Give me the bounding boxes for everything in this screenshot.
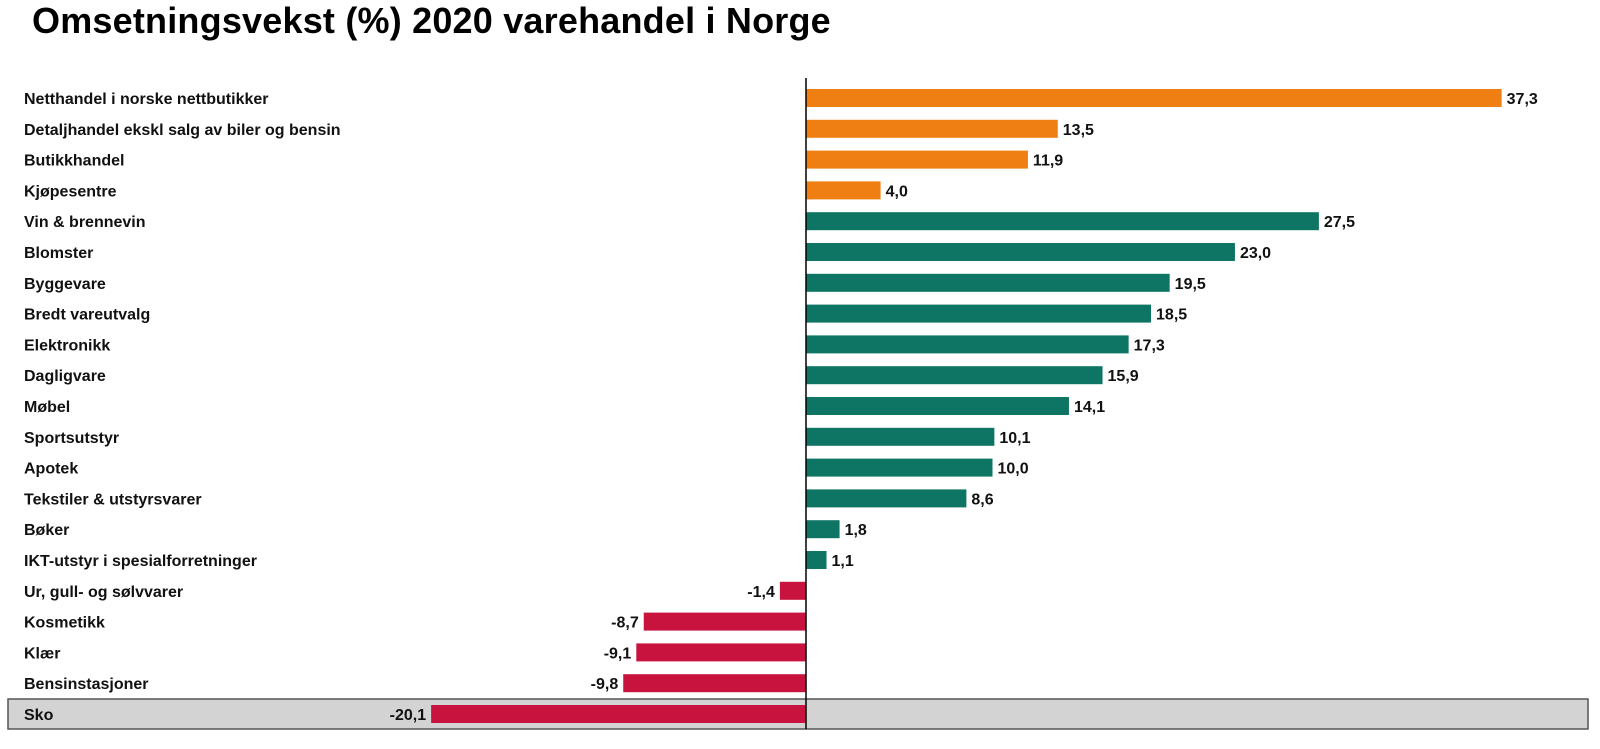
bar bbox=[806, 150, 1028, 169]
category-label: Netthandel i norske nettbutikker bbox=[24, 91, 269, 108]
category-label: Kjøpesentre bbox=[24, 183, 117, 200]
category-label: Sko bbox=[24, 707, 54, 724]
bar bbox=[806, 335, 1129, 354]
bar bbox=[806, 181, 881, 200]
category-label: Apotek bbox=[24, 461, 78, 478]
bar bbox=[806, 304, 1152, 323]
value-label: -1,4 bbox=[747, 584, 775, 601]
bar bbox=[806, 273, 1170, 292]
bar bbox=[806, 427, 995, 446]
value-label: 1,8 bbox=[845, 522, 867, 539]
bar bbox=[806, 212, 1319, 231]
bar bbox=[806, 89, 1502, 107]
value-label: 19,5 bbox=[1175, 276, 1206, 293]
category-label: Bensinstasjoner bbox=[24, 676, 148, 693]
bar bbox=[806, 366, 1103, 385]
bar bbox=[623, 674, 806, 693]
category-label: Vin & brennevin bbox=[24, 214, 146, 231]
category-label: Kosmetikk bbox=[24, 615, 105, 632]
value-label: 10,0 bbox=[998, 461, 1029, 478]
bar bbox=[806, 119, 1058, 138]
value-label: 11,9 bbox=[1033, 153, 1063, 170]
value-label: 37,3 bbox=[1507, 91, 1538, 108]
category-label: Ur, gull- og sølvvarer bbox=[24, 584, 183, 601]
value-label: 13,5 bbox=[1063, 122, 1094, 139]
bar bbox=[643, 612, 806, 631]
category-label: Butikkhandel bbox=[24, 153, 124, 170]
chart-title: Omsetningsvekst (%) 2020 varehandel i No… bbox=[32, 0, 831, 41]
category-label: Sportsutstyr bbox=[24, 430, 119, 447]
value-label: 17,3 bbox=[1134, 337, 1165, 354]
value-label: -8,7 bbox=[611, 615, 639, 632]
value-label: 8,6 bbox=[971, 491, 993, 508]
value-label: 15,9 bbox=[1108, 368, 1139, 385]
bar bbox=[806, 243, 1235, 261]
value-label: 10,1 bbox=[999, 430, 1030, 447]
category-label: Dagligvare bbox=[24, 368, 106, 385]
category-label: Byggevare bbox=[24, 276, 106, 293]
value-label: 18,5 bbox=[1156, 307, 1187, 324]
bar bbox=[806, 489, 967, 508]
category-label: Klær bbox=[24, 645, 60, 662]
category-label: Bredt vareutvalg bbox=[24, 307, 150, 324]
category-label: IKT-utstyr i spesialforretninger bbox=[24, 553, 257, 570]
category-label: Møbel bbox=[24, 399, 70, 416]
value-label: 27,5 bbox=[1324, 214, 1355, 231]
value-label: 1,1 bbox=[832, 553, 854, 570]
bar bbox=[636, 643, 806, 662]
bar bbox=[431, 705, 806, 723]
category-label: Bøker bbox=[24, 522, 69, 539]
category-label: Elektronikk bbox=[24, 337, 110, 354]
value-label: 14,1 bbox=[1074, 399, 1105, 416]
value-label: -9,1 bbox=[604, 645, 632, 662]
bar bbox=[806, 458, 993, 477]
category-label: Blomster bbox=[24, 245, 93, 262]
bar bbox=[806, 397, 1069, 415]
category-label: Detaljhandel ekskl salg av biler og bens… bbox=[24, 122, 341, 139]
category-label: Tekstiler & utstyrsvarer bbox=[24, 491, 202, 508]
value-label: 4,0 bbox=[886, 183, 908, 200]
bar bbox=[806, 520, 840, 539]
value-label: -9,8 bbox=[591, 676, 619, 693]
bar bbox=[779, 581, 806, 600]
value-label: -20,1 bbox=[390, 707, 427, 724]
bar bbox=[806, 551, 827, 569]
value-label: 23,0 bbox=[1240, 245, 1271, 262]
